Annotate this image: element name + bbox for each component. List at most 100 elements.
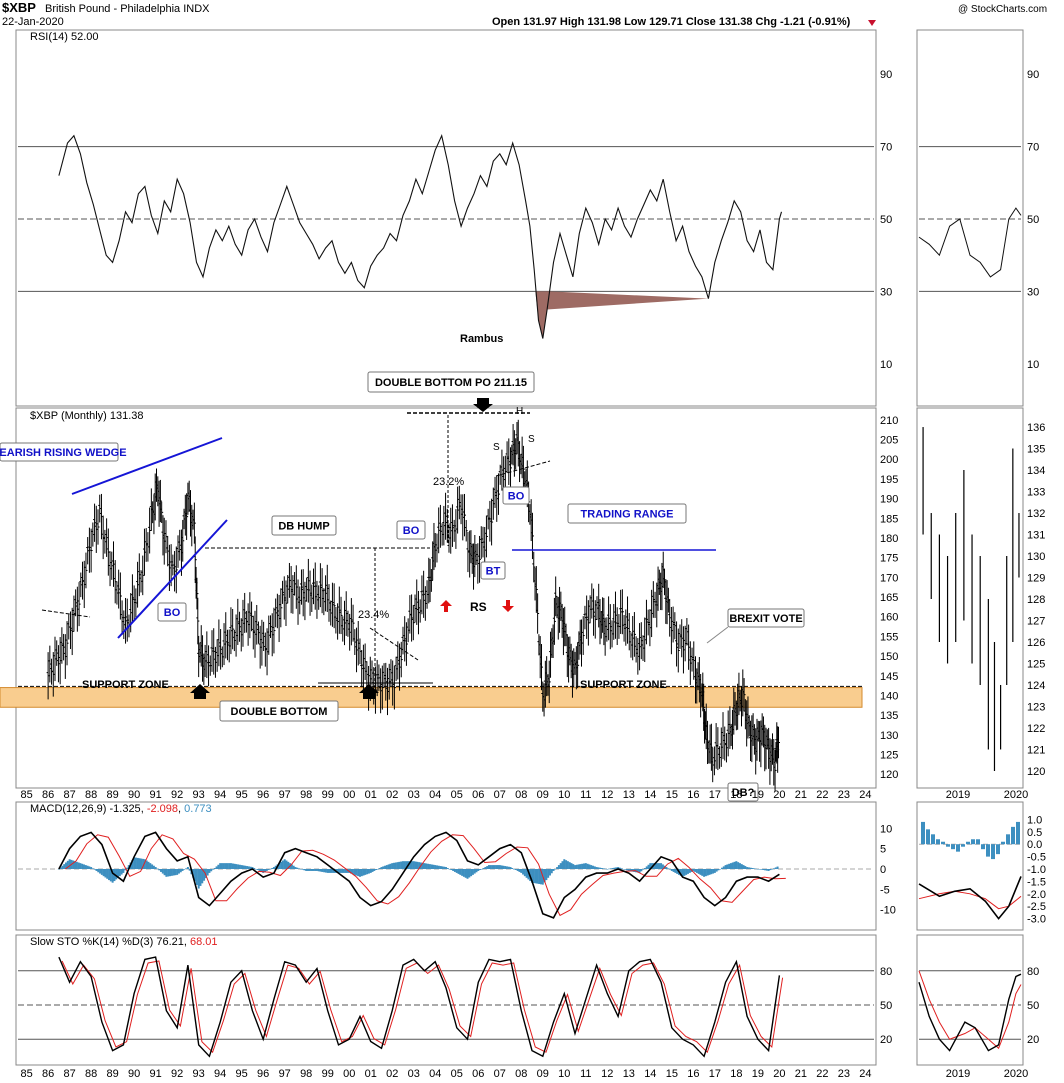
macd-hist-bar [695, 869, 698, 873]
macd-hist-bar [181, 869, 184, 871]
x-tick-label: 05 [451, 1068, 463, 1080]
x-tick-label: 10 [558, 789, 570, 801]
db-arrow-icon-2 [359, 684, 379, 699]
rsi-oversold-area [535, 291, 709, 339]
macd-hist-bar [500, 865, 503, 869]
macd-hist-bar [746, 867, 749, 869]
macd-hist-bar [380, 867, 383, 869]
x-tick-label: 17 [709, 1068, 721, 1080]
x-tick-label: 85 [20, 789, 32, 801]
annotation-bo-2-box [396, 520, 426, 540]
mini-macd-bar [956, 844, 960, 852]
macd-hist-bar [455, 869, 458, 873]
mini-sto-panel: 20 50 80 [916, 934, 1039, 1066]
macd-hist-bar [479, 869, 482, 870]
mini-rsi-panel: 10 30 50 70 90 [916, 29, 1039, 407]
chart-ohlc: Open 131.97 High 131.98 Low 129.71 Close… [492, 16, 851, 28]
x-tick-label: 90 [128, 1068, 140, 1080]
mini-price-panel: 120 121 122 123 124 125 126 127 128 129 130 131 132 1… [916, 407, 1045, 789]
mini-macd-tick: 0.0 [1027, 839, 1042, 851]
macd-hist-bar [156, 868, 159, 870]
db-arrow-icon-1 [190, 684, 210, 699]
x-tick-label: 92 [171, 789, 183, 801]
macd-hist-bar [222, 863, 225, 869]
annotation-bo-3: BO [508, 491, 525, 503]
macd-hist-bar [450, 869, 453, 870]
macd-hist-bar [251, 867, 254, 869]
macd-hist-bar [557, 865, 560, 869]
mini-x-tick: 2020 [1004, 1068, 1028, 1080]
macd-hist-bar [629, 869, 632, 872]
price-xaxis: 85 86 87 88 89 90 91 92 93 94 95 96 97 98 99 00 01 02 03 04… [20, 789, 871, 801]
x-tick-label: 13 [623, 1068, 635, 1080]
macd-hist-bar [439, 866, 442, 869]
macd-hist-bar [595, 867, 598, 869]
macd-hist-bar [249, 866, 252, 869]
macd-hist-bar [586, 863, 589, 869]
mini-macd-tick: -1.0 [1027, 864, 1046, 876]
macd-hist-bar [482, 868, 485, 869]
macd-hist-bar [735, 861, 738, 869]
macd-hist-bar [72, 860, 75, 869]
macd-hist-bar [353, 869, 356, 875]
macd-hist-bar [642, 869, 645, 870]
macd-hist-bar [400, 861, 403, 869]
x-tick-label: 97 [279, 789, 291, 801]
macd-hist-bar [265, 869, 268, 871]
price-panel: $XBP (Monthly) 131.38 120 125 130 135 140 145… [0, 371, 898, 802]
macd-hist-bar [301, 869, 304, 870]
macd-hist-bar [201, 869, 204, 884]
macd-hist-bar [362, 869, 365, 876]
sto-label-k: 76.21 [156, 936, 184, 948]
macd-hist-bar [615, 867, 618, 869]
macd-hist-bar [457, 869, 460, 874]
macd-hist-bar [749, 867, 752, 869]
macd-hist-bar [77, 862, 80, 869]
macd-hist-bar [593, 866, 596, 869]
mini-rsi-tick: 70 [1027, 142, 1039, 154]
macd-hist-bar [115, 869, 118, 880]
macd-hist-bar [398, 861, 401, 869]
macd-hist-bar [186, 867, 189, 869]
macd-hist-bar [713, 869, 716, 873]
macd-hist-bar [496, 865, 499, 869]
macd-hist-bar [590, 865, 593, 869]
x-tick-label: 02 [386, 1068, 398, 1080]
macd-hist-bar [151, 864, 154, 869]
macd-hist-bar [226, 863, 229, 869]
macd-hist-bar [744, 866, 747, 869]
x-tick-label: 91 [150, 789, 162, 801]
annotation-bo-1-box [157, 602, 187, 622]
macd-hist-bar [566, 861, 569, 869]
macd-hist-bar [160, 869, 163, 872]
macd-hist-bar [502, 865, 505, 869]
macd-hist-bar [611, 868, 614, 869]
mini-price-tick: 124 [1027, 680, 1045, 692]
macd-hist-bar [219, 863, 222, 869]
x-tick-label: 92 [171, 1068, 183, 1080]
macd-hist-bar [756, 869, 759, 870]
x-tick-label: 17 [709, 789, 721, 801]
annotation-db-po: DOUBLE BOTTOM PO 211.15 [375, 377, 527, 389]
macd-hist-bar [434, 865, 437, 869]
x-tick-label: 23 [838, 789, 850, 801]
macd-hist-bar [649, 863, 652, 869]
macd-hist-bar [480, 869, 483, 870]
macd-hist-bar [332, 869, 335, 873]
macd-hist-bar [772, 868, 775, 869]
macd-hist-bar [636, 869, 639, 873]
macd-hist-bar [715, 869, 718, 872]
macd-hist-bar [176, 869, 179, 875]
macd-hist-bar [369, 869, 372, 873]
macd-hist-bar [328, 869, 331, 873]
x-tick-label: 18 [730, 789, 742, 801]
x-tick-label: 22 [816, 1068, 828, 1080]
macd-hist-bar [102, 869, 105, 877]
macd-hist-bar [418, 862, 421, 869]
x-tick-label: 88 [85, 1068, 97, 1080]
mini-x-tick: 2019 [946, 789, 970, 801]
macd-hist-bar [511, 868, 514, 869]
macd-hist-bar [534, 869, 537, 884]
macd-hist-bar [95, 869, 98, 871]
macd-hist-bar [445, 867, 447, 869]
